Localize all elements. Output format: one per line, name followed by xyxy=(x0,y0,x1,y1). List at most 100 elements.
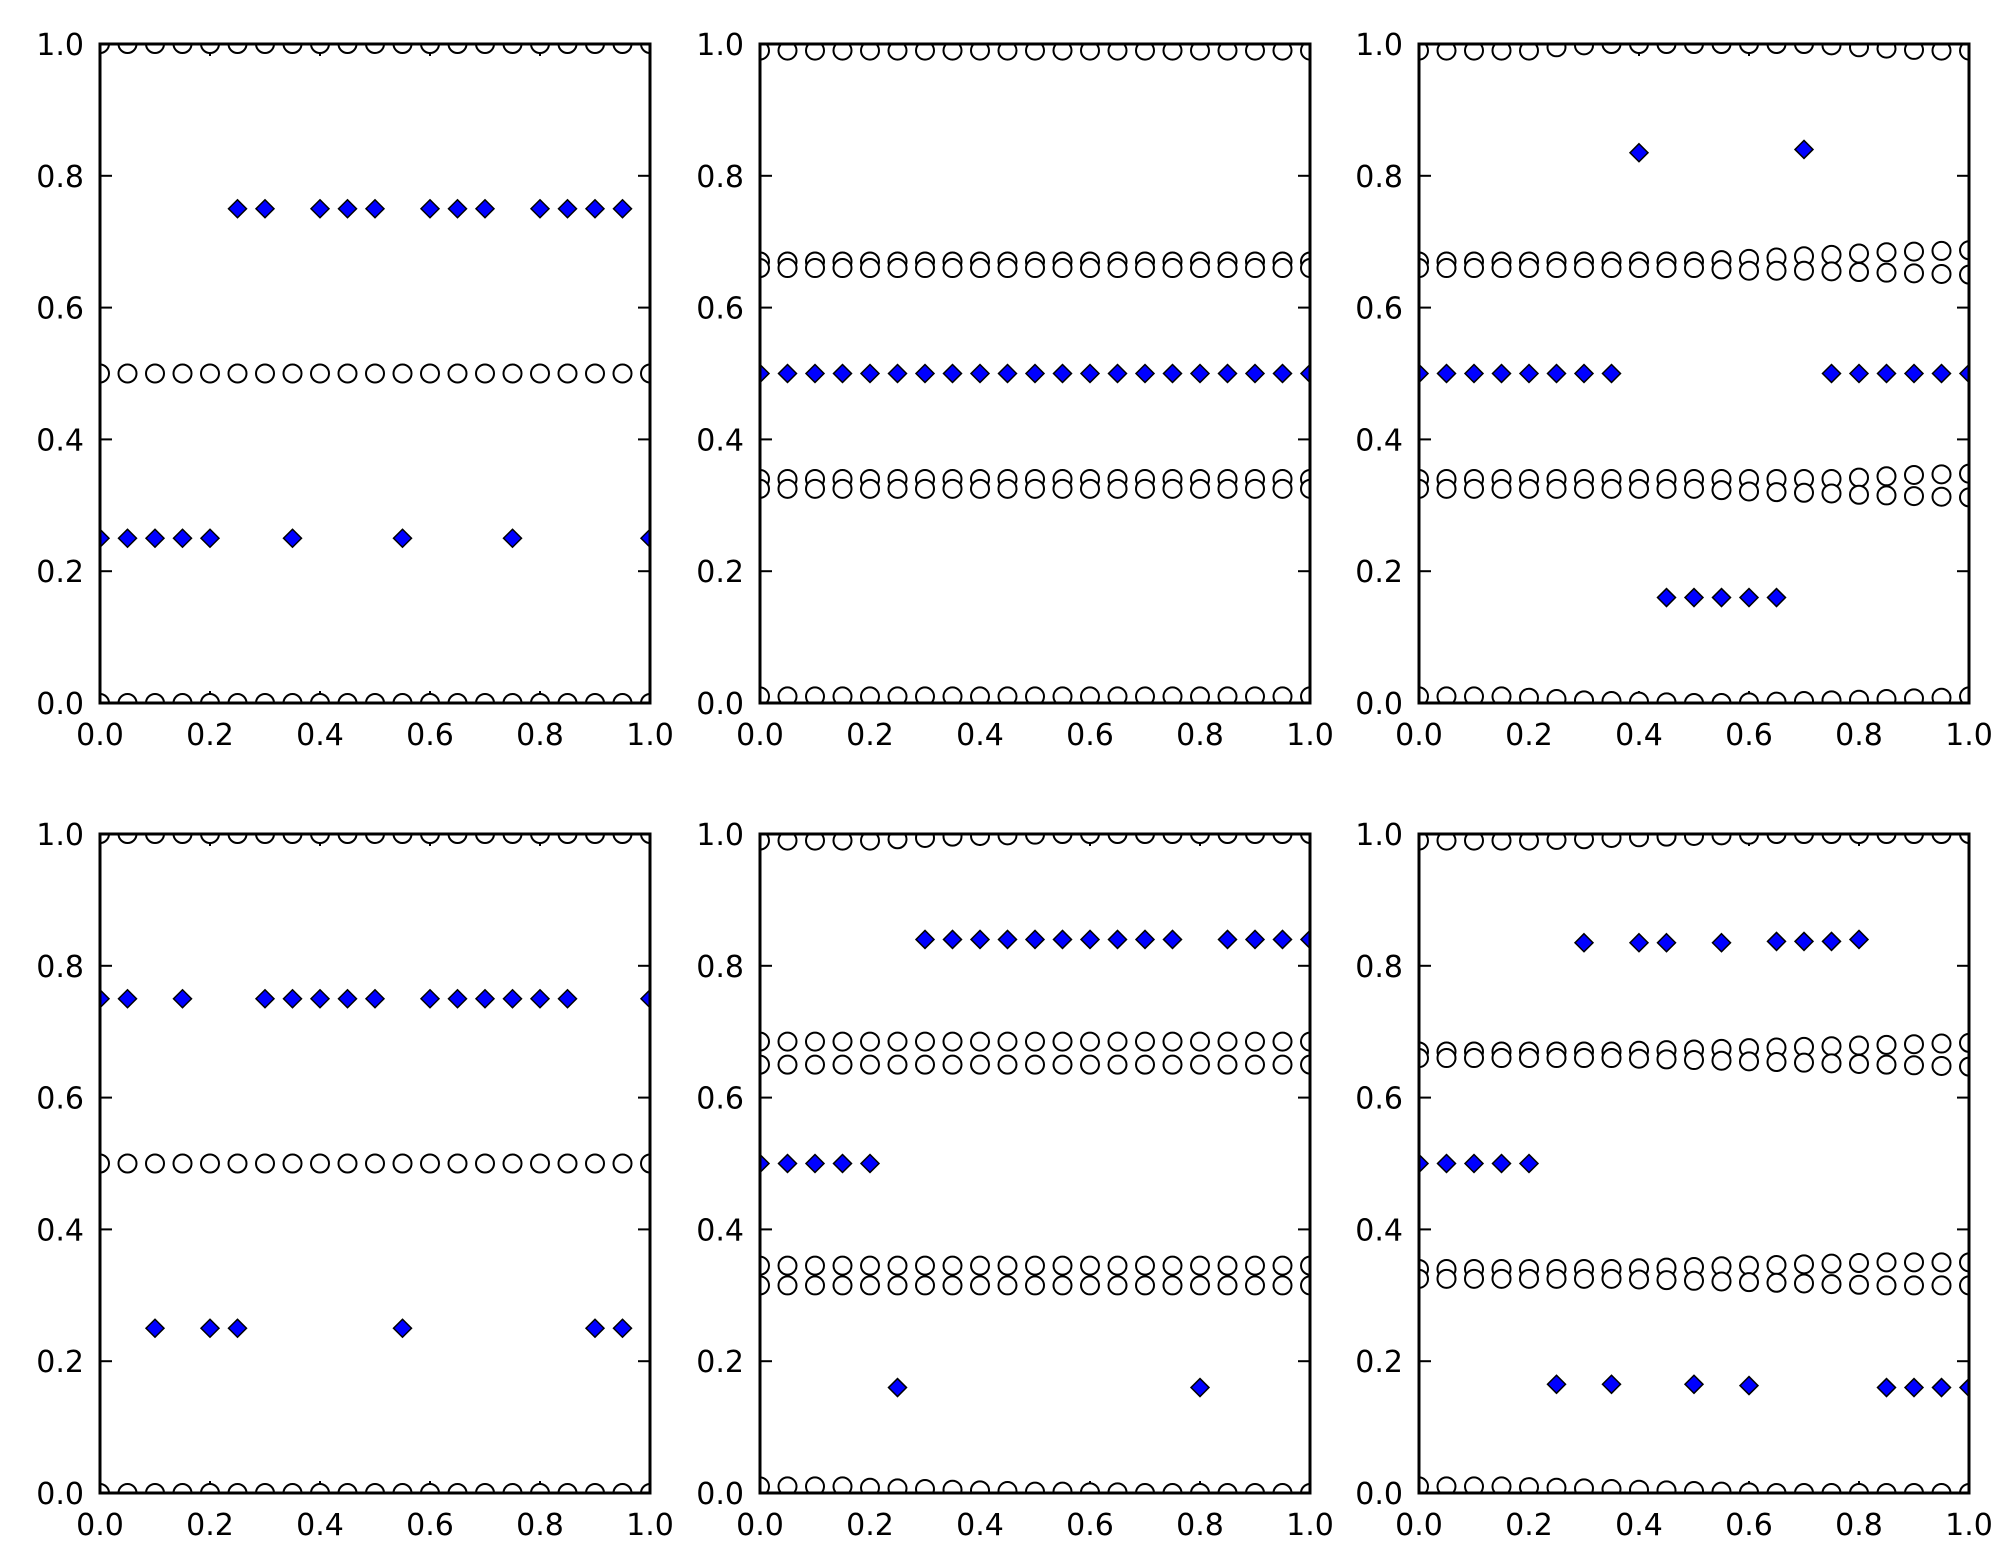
diamond-marker xyxy=(364,198,386,219)
diamond-marker xyxy=(1793,139,1815,160)
circle-marker xyxy=(1711,480,1732,501)
circle-marker xyxy=(420,693,440,703)
data-points xyxy=(760,44,1310,703)
circle-marker xyxy=(805,44,825,61)
circle-marker xyxy=(997,686,1018,703)
circle-marker xyxy=(1849,1253,1869,1274)
y-tick-label: 0.2 xyxy=(696,555,744,590)
circle-marker xyxy=(145,1483,165,1493)
circle-marker xyxy=(942,1275,963,1296)
circle-marker xyxy=(1821,1274,1842,1295)
diamond-marker xyxy=(474,988,496,1009)
circle-marker xyxy=(1739,44,1759,54)
circle-marker xyxy=(612,363,633,384)
circle-marker xyxy=(337,834,358,844)
circle-marker xyxy=(530,44,550,54)
y-tick-label: 0.2 xyxy=(36,555,84,590)
circle-marker xyxy=(777,686,798,703)
plot-frame xyxy=(1417,832,1971,1495)
circle-marker xyxy=(1300,44,1310,61)
y-tick-label: 0.8 xyxy=(36,160,84,195)
circle-marker xyxy=(1300,834,1310,844)
circle-marker xyxy=(1300,1054,1310,1075)
circle-marker xyxy=(1629,834,1649,848)
circle-marker xyxy=(887,478,908,499)
circle-marker xyxy=(1656,1480,1677,1493)
diamond-marker xyxy=(1738,1375,1760,1396)
diamond-marker xyxy=(612,1318,633,1339)
circle-marker xyxy=(392,1153,413,1174)
circle-marker xyxy=(1849,484,1869,505)
circle-marker xyxy=(1601,1268,1622,1289)
subplots: 0.0 0.2 0.4 0.6 0.8 1.00.00.20.40.60.81.00.0 0… xyxy=(36,28,1993,1543)
circle-marker xyxy=(1190,44,1210,61)
x-tick-label: 0.6 xyxy=(1066,1508,1114,1543)
circle-marker xyxy=(1959,240,1969,261)
circle-marker xyxy=(832,478,853,499)
circle-marker xyxy=(612,693,633,703)
circle-marker xyxy=(1419,834,1429,851)
circle-marker xyxy=(1135,258,1155,279)
circle-marker xyxy=(777,1054,798,1075)
circle-marker xyxy=(365,693,385,703)
circle-marker xyxy=(1025,478,1045,499)
circle-marker xyxy=(1025,1255,1045,1276)
diamond-marker xyxy=(1628,142,1650,163)
diamond-marker xyxy=(777,1153,798,1174)
circle-marker xyxy=(1574,1048,1594,1069)
diamond-marker xyxy=(832,1153,853,1174)
circle-marker xyxy=(1849,1274,1869,1295)
diamond-marker xyxy=(1024,363,1046,384)
y-tick-label: 0.2 xyxy=(36,1345,84,1380)
circle-marker xyxy=(1272,1255,1293,1276)
subplot-1: 0.0 0.2 0.4 0.6 0.8 1.0 0.0 0.2 0.4 0.6 0.8 1.0 xyxy=(36,28,674,753)
circle-marker xyxy=(1190,258,1210,279)
diamond-marker xyxy=(1601,1374,1622,1395)
circle-marker xyxy=(1656,1270,1677,1291)
circle-marker xyxy=(1162,44,1183,61)
circle-marker xyxy=(1436,1268,1457,1289)
circle-marker xyxy=(777,478,798,499)
circle-marker xyxy=(1876,466,1897,487)
circle-marker xyxy=(1300,478,1310,499)
circle-marker xyxy=(1519,1268,1539,1289)
circle-marker xyxy=(887,258,908,279)
circle-marker xyxy=(777,1275,798,1296)
circle-marker xyxy=(1135,1483,1155,1493)
circle-marker xyxy=(1436,834,1457,851)
circle-marker xyxy=(805,686,825,703)
circle-marker xyxy=(1629,1048,1649,1069)
circle-marker xyxy=(1931,263,1952,284)
circle-marker xyxy=(1711,259,1732,280)
circle-marker xyxy=(1491,44,1512,61)
circle-marker xyxy=(1766,1272,1787,1293)
circle-marker xyxy=(1959,834,1969,844)
circle-marker xyxy=(760,1054,770,1075)
circle-marker xyxy=(915,1031,935,1052)
circle-marker xyxy=(337,44,358,54)
x-tick-label: 0.4 xyxy=(1615,1508,1663,1543)
circle-marker xyxy=(777,44,798,61)
x-tick-label: 1.0 xyxy=(626,718,674,753)
diamond-marker xyxy=(639,988,650,1009)
circle-marker xyxy=(1491,834,1512,851)
circle-marker xyxy=(1245,478,1265,499)
x-tick-label: 0.2 xyxy=(186,1508,234,1543)
circle-marker xyxy=(970,834,990,846)
circle-marker xyxy=(100,1153,110,1174)
diamond-marker xyxy=(254,988,276,1009)
circle-marker xyxy=(447,834,468,844)
diamond-marker xyxy=(1134,929,1156,950)
circle-marker xyxy=(1162,1054,1183,1075)
diamond-marker xyxy=(1958,1377,1969,1398)
circle-marker xyxy=(1904,44,1924,60)
circle-marker xyxy=(1876,262,1897,283)
circle-marker xyxy=(1711,1271,1732,1292)
diamond-marker xyxy=(1546,363,1567,384)
circle-marker xyxy=(887,686,908,703)
circle-marker xyxy=(282,1483,303,1493)
diamond-marker xyxy=(1683,1374,1705,1395)
y-tick-label: 0.4 xyxy=(36,423,84,458)
circle-marker xyxy=(1419,1268,1429,1289)
circle-marker xyxy=(860,1054,880,1075)
